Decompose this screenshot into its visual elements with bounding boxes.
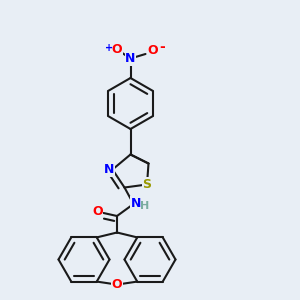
Text: H: H — [140, 201, 149, 212]
Text: N: N — [104, 163, 115, 176]
Text: +: + — [104, 43, 113, 53]
Text: O: O — [92, 205, 103, 218]
Text: O: O — [112, 278, 122, 291]
Text: N: N — [125, 52, 136, 65]
Text: N: N — [131, 197, 141, 210]
Text: O: O — [112, 43, 122, 56]
Text: -: - — [159, 40, 165, 53]
Text: S: S — [142, 178, 152, 191]
Text: O: O — [148, 44, 158, 58]
